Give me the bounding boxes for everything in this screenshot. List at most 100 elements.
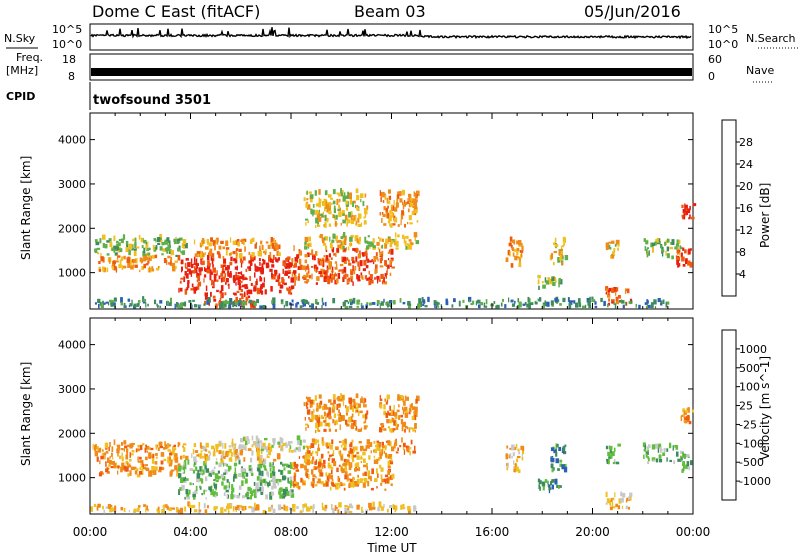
power-cell	[391, 266, 395, 269]
velocity-cell	[521, 451, 525, 455]
power-cell	[113, 245, 117, 250]
velocity-cell	[315, 467, 318, 470]
velocity-cell	[186, 492, 190, 498]
power-cell	[438, 302, 440, 305]
velocity-cell	[111, 452, 113, 457]
velocity-cell	[320, 453, 324, 459]
power-cell	[348, 305, 353, 308]
velocity-cell	[130, 466, 134, 471]
power-cell	[358, 266, 361, 271]
velocity-cell	[356, 462, 360, 468]
power-cell	[294, 280, 296, 286]
power-cell	[389, 272, 392, 276]
power-cell	[350, 234, 354, 238]
power-cell	[334, 220, 337, 227]
velocity-cell	[132, 443, 134, 447]
velocity-cell	[405, 409, 408, 414]
velocity-cell	[285, 486, 288, 490]
velocity-cell	[341, 395, 344, 400]
velocity-cell	[353, 454, 356, 458]
power-cell	[379, 251, 382, 257]
power-cell	[204, 274, 207, 277]
velocity-cell	[686, 408, 688, 412]
nave-tick-bottom: 0	[708, 70, 715, 83]
velocity-cell	[355, 426, 358, 430]
velocity-cell	[391, 446, 395, 452]
power-cell	[238, 299, 242, 303]
velocity-cell	[415, 399, 418, 404]
velocity-cell	[249, 495, 253, 500]
velocity-cell	[408, 508, 412, 511]
noise-trace	[90, 27, 692, 40]
velocity-cell	[269, 462, 272, 467]
velocity-cell	[680, 450, 684, 454]
velocity-cell	[309, 399, 313, 405]
power-cell	[331, 274, 334, 278]
power-cell	[220, 277, 223, 283]
power-cell	[404, 201, 408, 206]
power-cell	[206, 269, 210, 274]
power-cell	[312, 204, 315, 208]
power-cell	[325, 200, 328, 205]
velocity-cell	[362, 472, 365, 477]
velocity-cell	[673, 460, 676, 465]
velocity-cell	[316, 402, 318, 409]
power-cell	[387, 200, 390, 205]
power-cell	[311, 254, 316, 258]
velocity-cell	[352, 476, 354, 483]
velocity-cell	[230, 503, 232, 507]
power-cell	[156, 237, 161, 243]
velocity-cell	[348, 416, 351, 423]
velocity-cell	[277, 504, 282, 511]
velocity-cell	[651, 457, 656, 462]
velocity-cell	[173, 446, 176, 451]
velocity-cell	[290, 480, 293, 487]
power-cell	[262, 259, 266, 265]
velocity-cell	[263, 460, 266, 465]
velocity-cell	[344, 465, 348, 471]
velocity-cell	[371, 506, 376, 510]
power-cell	[282, 268, 284, 274]
power-cell	[306, 204, 311, 210]
velocity-cell	[267, 471, 269, 478]
velocity-cell	[411, 406, 416, 411]
power-cell	[311, 249, 314, 255]
power-cell	[386, 197, 389, 204]
power-cell	[267, 244, 271, 249]
velocity-cell	[327, 451, 330, 454]
power-cell	[177, 304, 181, 309]
power-cell	[377, 278, 379, 284]
power-cell	[311, 273, 313, 280]
velocity-cell	[674, 444, 678, 448]
power-cell	[168, 250, 171, 254]
velocity-cell	[377, 506, 380, 512]
power-cell	[113, 297, 117, 302]
power-cell	[276, 250, 280, 256]
velocity-cell	[398, 415, 401, 420]
power-cell	[505, 257, 509, 262]
power-cell	[340, 236, 344, 240]
velocity-cell	[373, 449, 375, 453]
velocity-cell	[511, 444, 515, 451]
power-cell	[338, 198, 341, 202]
velocity-cell	[104, 442, 109, 449]
velocity-cell	[334, 505, 337, 511]
velocity-cell	[379, 504, 382, 508]
power-cell	[666, 253, 670, 259]
velocity-cell	[617, 443, 621, 447]
velocity-cell	[105, 450, 109, 454]
velocity-cell	[145, 444, 148, 448]
velocity-cell	[117, 465, 120, 468]
power-cell	[159, 239, 163, 243]
power-cell	[688, 248, 691, 254]
power-cell	[348, 194, 352, 199]
velocity-cell	[350, 425, 355, 430]
velocity-cell	[107, 464, 111, 467]
velocity-cell	[402, 447, 405, 451]
velocity-cell	[517, 469, 521, 474]
power-cell	[686, 208, 691, 214]
velocity-cell	[306, 459, 311, 466]
power-cell	[388, 238, 391, 242]
power-cell	[328, 266, 331, 270]
power-cell	[606, 289, 608, 295]
